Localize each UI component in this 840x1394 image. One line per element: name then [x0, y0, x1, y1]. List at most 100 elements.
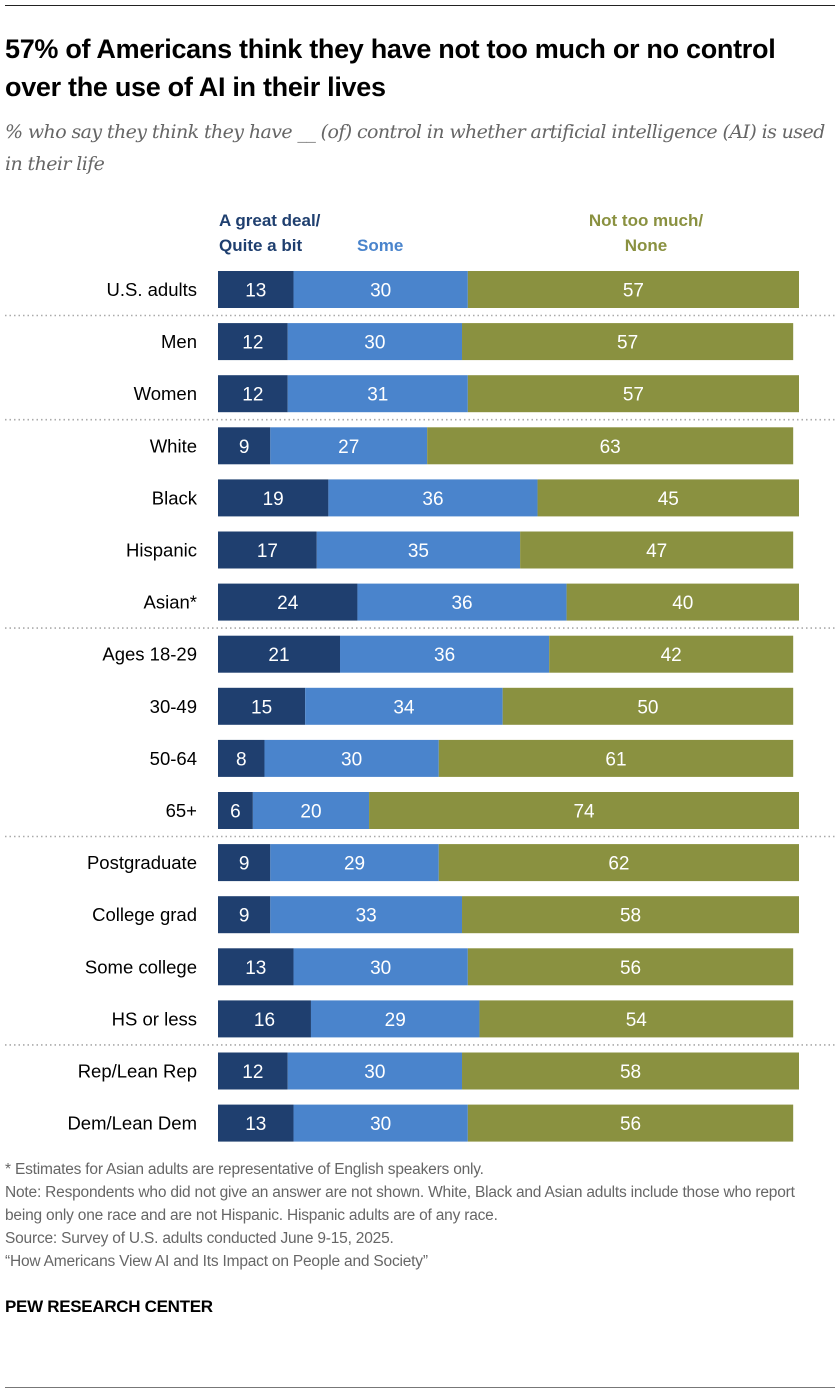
data-label: 57 [617, 333, 638, 354]
category-label: U.S. adults [107, 279, 198, 300]
data-label: 12 [242, 333, 263, 354]
data-label: 30 [341, 749, 362, 770]
data-label: 9 [239, 437, 250, 458]
data-label: 19 [263, 489, 284, 510]
data-label: 27 [338, 437, 359, 458]
data-label: 12 [242, 385, 263, 406]
bar-row: Women 12 31 57 [134, 375, 799, 413]
legend-great-deal: A great deal/ Quite a bit [219, 208, 320, 258]
data-label: 12 [242, 1062, 263, 1083]
data-label: 20 [300, 802, 321, 823]
data-label: 30 [370, 958, 391, 979]
bar-row: Postgraduate 9 29 62 [87, 844, 799, 882]
bar-row: Black 19 36 45 [152, 479, 799, 517]
data-label: 58 [620, 906, 641, 927]
bar-segment-great-deal [218, 271, 294, 308]
chart-subtitle: % who say they think they have __ (of) c… [5, 121, 825, 175]
legend-not-too-much-line2: None [624, 236, 668, 255]
bar-row: Asian* 24 36 40 [144, 583, 799, 621]
bar-segment-some [305, 687, 503, 725]
category-label: White [150, 435, 197, 456]
bar-segment-not-too-much [467, 948, 794, 986]
bar-segment-not-too-much [566, 583, 799, 621]
bar-segment-not-too-much [462, 896, 799, 934]
data-label: 9 [239, 906, 250, 927]
bar-segment-some [252, 792, 370, 829]
category-label: College grad [92, 904, 197, 925]
bar-segment-some [293, 948, 468, 986]
data-label: 47 [646, 541, 667, 562]
category-label: Rep/Lean Rep [78, 1061, 197, 1082]
category-label: HS or less [112, 1008, 197, 1029]
category-label: Women [134, 383, 197, 404]
asterisk-note: * Estimates for Asian adults are represe… [5, 1161, 484, 1178]
data-label: 58 [620, 1062, 641, 1083]
data-label: 30 [370, 1114, 391, 1135]
data-label: 56 [620, 1114, 641, 1135]
bar-segment-not-too-much [520, 531, 794, 569]
bar-segment-great-deal [218, 479, 329, 517]
data-label: 31 [367, 385, 388, 406]
data-label: 61 [605, 749, 626, 770]
bar-segment-great-deal [218, 427, 271, 465]
bar-row: Ages 18-29 21 36 42 [102, 635, 794, 673]
category-label: Asian* [144, 592, 197, 613]
bar-segment-great-deal [218, 323, 288, 361]
data-label: 21 [268, 645, 289, 666]
bar-row: U.S. adults 13 30 57 [107, 271, 799, 308]
bar-segment-some [287, 375, 468, 413]
bar-segment-some [287, 1052, 463, 1090]
data-label: 16 [254, 1010, 275, 1031]
bar-segment-some [270, 896, 463, 934]
footer-notes: * Estimates for Asian adults are represe… [5, 1158, 835, 1273]
bar-segment-not-too-much [479, 1000, 794, 1038]
bar-segment-not-too-much [467, 271, 799, 308]
legend-some: Some [357, 236, 404, 255]
data-label: 29 [344, 854, 365, 875]
bar-segment-great-deal [218, 1052, 288, 1090]
data-label: 30 [364, 1062, 385, 1083]
data-label: 30 [370, 281, 391, 302]
brand-logo-text: PEW RESEARCH CENTER [5, 1297, 213, 1316]
bar-segment-some [270, 427, 428, 465]
data-label: 8 [236, 749, 247, 770]
bar-segment-not-too-much [438, 739, 794, 777]
data-label: 34 [393, 697, 415, 718]
data-label: 63 [600, 437, 621, 458]
category-label: Postgraduate [87, 852, 197, 873]
data-label: 40 [672, 593, 693, 614]
category-label: Black [152, 487, 198, 508]
data-label: 35 [408, 541, 429, 562]
bar-segment-not-too-much [549, 635, 794, 673]
bar-segment-great-deal [218, 792, 253, 829]
data-label: 42 [661, 645, 682, 666]
category-label: Some college [85, 956, 197, 977]
bar-segment-some [328, 479, 538, 517]
bar-segment-not-too-much [369, 792, 799, 829]
data-label: 6 [230, 802, 241, 823]
bar-segment-some [264, 739, 439, 777]
bar-segment-great-deal [218, 739, 265, 777]
bar-row: College grad 9 33 58 [92, 896, 799, 934]
data-label: 56 [620, 958, 641, 979]
bar-segment-some [293, 1104, 468, 1142]
data-label: 24 [277, 593, 299, 614]
bar-segment-some [340, 635, 550, 673]
data-label: 30 [364, 333, 385, 354]
bar-segment-some [310, 1000, 480, 1038]
data-label: 29 [385, 1010, 406, 1031]
bar-segment-not-too-much [502, 687, 794, 725]
data-label: 13 [245, 958, 266, 979]
bar-row: White 9 27 63 [150, 427, 794, 465]
bar-segment-great-deal [218, 375, 288, 413]
legend-not-too-much: Not too much/ None [560, 208, 732, 258]
legend-great-deal-line1: A great deal/ [219, 211, 321, 230]
chart-title: 57% of Americans think they have not too… [5, 34, 776, 102]
bar-segment-some [293, 271, 468, 308]
bar-row: 30-49 15 34 50 [150, 687, 794, 725]
bar-segment-great-deal [218, 896, 271, 934]
bar-segment-not-too-much [427, 427, 794, 465]
category-label: 65+ [166, 800, 197, 821]
bar-segment-great-deal [218, 948, 294, 986]
